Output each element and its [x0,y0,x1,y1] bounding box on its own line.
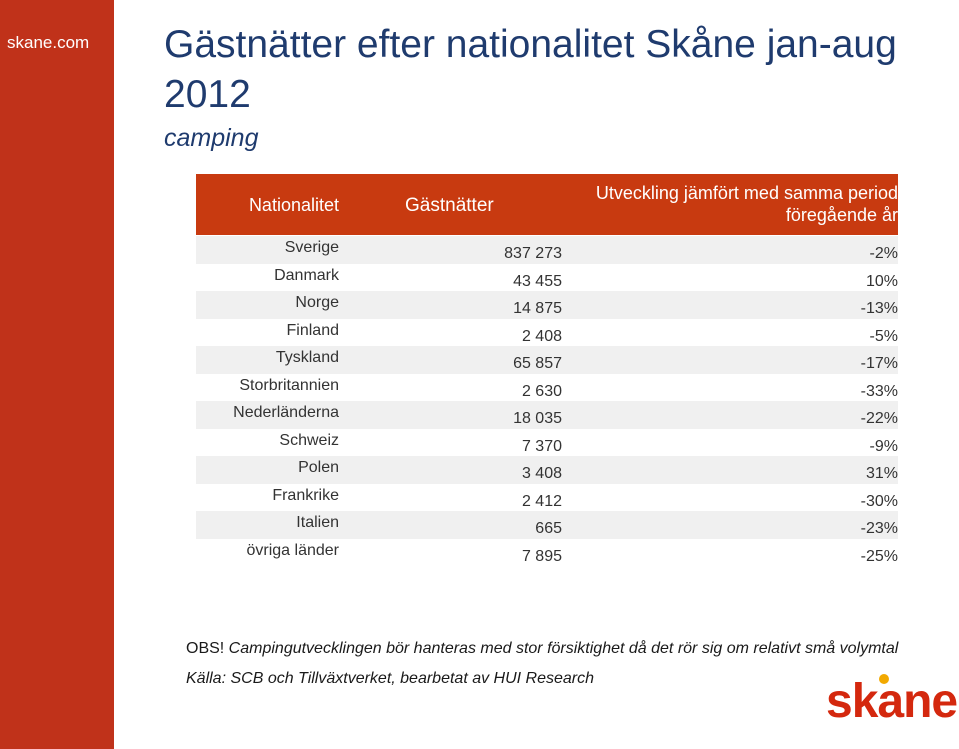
cell-nationalitet: Italien [296,514,339,531]
table-row: övriga länder 7 895 -25% [196,539,899,567]
table-header [196,174,898,235]
cell-utveckling: -33% [860,382,898,400]
cell-utveckling: -13% [860,300,898,317]
cell-utveckling: -17% [860,355,898,372]
source-note: Källa: SCB och Tillväxtverket, bearbetat… [186,670,595,687]
cell-gastnatter: 43 455 [513,272,562,290]
site-label[interactable]: skane.com [7,33,90,52]
sidebar [0,0,114,749]
cell-nationalitet: Danmark [274,266,339,284]
page-title: Gästnätter efter nationalitet Skåne jan-… [164,23,897,116]
cell-utveckling: -25% [860,547,898,565]
header-utveckling: Utveckling jämfört med samma period före… [560,182,898,226]
obs-text: Campingutvecklingen bör hanteras med sto… [224,640,899,657]
cell-gastnatter: 665 [535,520,562,537]
cell-nationalitet: Finland [286,321,339,339]
header-utveckling-line2: föregående år [785,205,898,225]
table-row: Norge 14 875 -13% [196,291,898,319]
cell-gastnatter: 3 408 [521,465,562,482]
table-row: Italien 665 -23% [196,511,898,539]
cell-utveckling: -22% [860,410,898,427]
cell-nationalitet: Tyskland [275,349,339,366]
page-subtitle: camping [164,124,259,152]
cell-gastnatter: 7 895 [521,547,562,565]
cell-nationalitet: Frankrike [272,486,339,504]
cell-gastnatter: 18 035 [513,410,562,427]
header-gastnatter: Gästnätter [405,195,494,216]
cell-gastnatter: 7 370 [521,437,562,455]
cell-utveckling: -30% [860,492,898,510]
table-row: Storbritannien 2 630 -33% [196,374,898,402]
obs-label: OBS! [186,640,225,657]
cell-nationalitet: Nederländerna [233,404,339,421]
cell-utveckling: -9% [869,437,898,455]
logo-text: skane [826,675,958,728]
table-row: Danmark 43 455 10% [196,264,898,292]
header-utveckling-line1: Utveckling jämfört med samma period [595,183,898,203]
cell-utveckling: -2% [869,245,898,262]
cell-utveckling: 31% [865,465,898,482]
cell-gastnatter: 837 273 [504,245,562,262]
cell-nationalitet: Storbritannien [239,376,339,394]
table-row: Polen 3 408 31% [196,456,898,484]
header-nationalitet: Nationalitet [248,195,339,215]
cell-gastnatter: 2 412 [521,492,562,510]
table-body: Sverige 837 273 -2% Danmark 43 455 10% Norge 14… [196,236,898,566]
table-row: Schweiz 7 370 -9% [196,429,898,457]
cell-gastnatter: 14 875 [513,300,562,317]
table-row: Finland 2 408 -5% [196,319,898,347]
cell-utveckling: -5% [869,327,898,345]
obs-note: OBS! Campingutvecklingen bör hanteras me… [186,640,898,658]
table-row: Frankrike 2 412 -30% [196,484,898,512]
cell-nationalitet: Schweiz [279,431,339,449]
cell-gastnatter: 65 857 [513,355,562,372]
table-row: Sverige 837 273 -2% [196,236,898,264]
cell-nationalitet: Sverige [284,239,339,256]
table-row: Nederländerna 18 035 -22% [196,401,898,429]
cell-nationalitet: Polen [298,459,339,476]
table-row: Tyskland 65 857 -17% [196,346,898,374]
cell-nationalitet: Norge [295,294,339,311]
cell-utveckling: 10% [865,272,898,290]
cell-utveckling: -23% [860,520,898,537]
cell-nationalitet: övriga länder [246,541,340,559]
skane-logo-icon [879,674,889,684]
skane-logo: skane [826,672,958,732]
cell-gastnatter: 2 408 [521,327,562,345]
cell-gastnatter: 2 630 [521,382,562,400]
